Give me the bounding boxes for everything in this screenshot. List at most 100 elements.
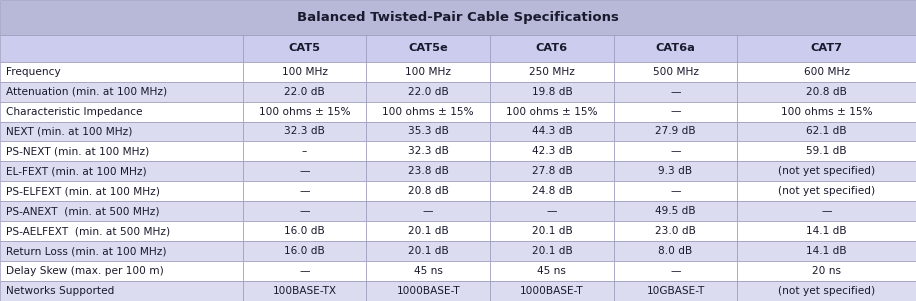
Text: 100 MHz: 100 MHz xyxy=(405,67,452,77)
Bar xyxy=(0,201,243,221)
Text: 32.3 dB: 32.3 dB xyxy=(408,147,449,157)
Bar xyxy=(366,261,490,281)
Bar xyxy=(0,82,243,101)
Bar xyxy=(243,281,366,301)
Bar xyxy=(0,261,243,281)
Bar xyxy=(366,62,490,82)
Bar xyxy=(366,281,490,301)
Text: CAT6a: CAT6a xyxy=(656,43,695,53)
Text: —: — xyxy=(671,87,681,97)
Text: 16.0 dB: 16.0 dB xyxy=(284,246,325,256)
Text: 10GBASE-T: 10GBASE-T xyxy=(647,286,704,296)
Text: (not yet specified): (not yet specified) xyxy=(778,166,876,176)
Bar xyxy=(737,281,916,301)
Text: 500 MHz: 500 MHz xyxy=(652,67,699,77)
Bar xyxy=(0,0,916,35)
Text: 22.0 dB: 22.0 dB xyxy=(284,87,325,97)
Bar xyxy=(490,161,614,181)
Bar xyxy=(490,122,614,141)
Text: Attenuation (min. at 100 MHz): Attenuation (min. at 100 MHz) xyxy=(6,87,168,97)
Text: —: — xyxy=(300,206,310,216)
Text: Characteristic Impedance: Characteristic Impedance xyxy=(6,107,143,116)
Bar xyxy=(0,35,243,62)
Bar xyxy=(737,241,916,261)
Bar xyxy=(0,62,243,82)
Text: 32.3 dB: 32.3 dB xyxy=(284,126,325,136)
Bar xyxy=(0,241,243,261)
Text: CAT7: CAT7 xyxy=(811,43,843,53)
Bar xyxy=(0,221,243,241)
Bar xyxy=(0,122,243,141)
Bar xyxy=(490,62,614,82)
Text: —: — xyxy=(822,206,832,216)
Text: 20.1 dB: 20.1 dB xyxy=(408,226,449,236)
Bar xyxy=(490,181,614,201)
Text: Networks Supported: Networks Supported xyxy=(6,286,114,296)
Bar xyxy=(737,35,916,62)
Bar xyxy=(243,35,366,62)
Bar xyxy=(614,221,737,241)
Bar xyxy=(737,141,916,161)
Text: –: – xyxy=(302,147,307,157)
Text: Return Loss (min. at 100 MHz): Return Loss (min. at 100 MHz) xyxy=(6,246,167,256)
Bar xyxy=(490,141,614,161)
Text: (not yet specified): (not yet specified) xyxy=(778,286,876,296)
Text: PS-NEXT (min. at 100 MHz): PS-NEXT (min. at 100 MHz) xyxy=(6,147,149,157)
Text: —: — xyxy=(423,206,433,216)
Text: 20.1 dB: 20.1 dB xyxy=(531,246,572,256)
Bar xyxy=(366,141,490,161)
Bar xyxy=(0,101,243,122)
Text: 20.8 dB: 20.8 dB xyxy=(806,87,847,97)
Text: 1000BASE-T: 1000BASE-T xyxy=(397,286,460,296)
Text: 27.9 dB: 27.9 dB xyxy=(655,126,696,136)
Bar xyxy=(366,82,490,101)
Text: 8.0 dB: 8.0 dB xyxy=(659,246,692,256)
Text: 19.8 dB: 19.8 dB xyxy=(531,87,572,97)
Text: 14.1 dB: 14.1 dB xyxy=(806,226,847,236)
Text: PS-ANEXT  (min. at 500 MHz): PS-ANEXT (min. at 500 MHz) xyxy=(6,206,160,216)
Text: CAT6: CAT6 xyxy=(536,43,568,53)
Text: 45 ns: 45 ns xyxy=(414,266,442,276)
Bar xyxy=(737,82,916,101)
Bar xyxy=(737,122,916,141)
Text: 16.0 dB: 16.0 dB xyxy=(284,226,325,236)
Bar xyxy=(243,221,366,241)
Bar xyxy=(614,181,737,201)
Text: 49.5 dB: 49.5 dB xyxy=(655,206,696,216)
Bar xyxy=(614,261,737,281)
Bar xyxy=(614,201,737,221)
Bar xyxy=(737,62,916,82)
Text: CAT5: CAT5 xyxy=(289,43,321,53)
Bar xyxy=(0,281,243,301)
Bar xyxy=(490,241,614,261)
Bar xyxy=(614,101,737,122)
Bar xyxy=(490,35,614,62)
Bar xyxy=(243,62,366,82)
Text: —: — xyxy=(671,266,681,276)
Text: 20.1 dB: 20.1 dB xyxy=(531,226,572,236)
Text: Balanced Twisted-Pair Cable Specifications: Balanced Twisted-Pair Cable Specificatio… xyxy=(297,11,619,24)
Text: 24.8 dB: 24.8 dB xyxy=(531,186,572,196)
Bar xyxy=(243,201,366,221)
Bar xyxy=(366,35,490,62)
Text: 20.8 dB: 20.8 dB xyxy=(408,186,449,196)
Text: 20.1 dB: 20.1 dB xyxy=(408,246,449,256)
Bar xyxy=(490,261,614,281)
Bar xyxy=(366,101,490,122)
Text: 45 ns: 45 ns xyxy=(538,266,566,276)
Bar xyxy=(614,82,737,101)
Bar xyxy=(614,62,737,82)
Bar xyxy=(490,221,614,241)
Text: 100 ohms ± 15%: 100 ohms ± 15% xyxy=(382,107,474,116)
Bar xyxy=(243,161,366,181)
Text: —: — xyxy=(547,206,557,216)
Bar xyxy=(737,261,916,281)
Text: PS-ELFEXT (min. at 100 MHz): PS-ELFEXT (min. at 100 MHz) xyxy=(6,186,160,196)
Text: —: — xyxy=(671,107,681,116)
Text: CAT5e: CAT5e xyxy=(409,43,448,53)
Text: 100 ohms ± 15%: 100 ohms ± 15% xyxy=(258,107,351,116)
Bar xyxy=(243,261,366,281)
Bar xyxy=(366,122,490,141)
Text: —: — xyxy=(300,166,310,176)
Text: 22.0 dB: 22.0 dB xyxy=(408,87,449,97)
